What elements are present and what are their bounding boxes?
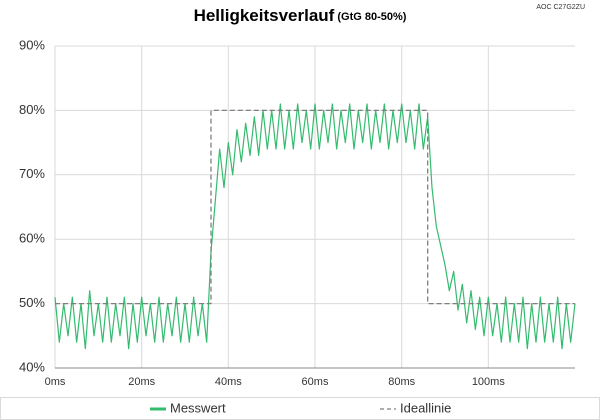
x-tick-label: 60ms [302,376,329,388]
chart-subtitle: (GtG 80-50%) [337,11,406,23]
x-tick-label: 0ms [45,376,66,388]
series-line [55,109,575,305]
y-tick-label: 90% [19,37,45,52]
x-tick-label: 100ms [472,376,506,388]
legend-box [0,397,600,420]
chart-title-group: Helligkeitsverlauf (GtG 80-50%) [194,6,407,25]
legend-label: Ideallinie [400,400,451,415]
x-tick-label: 40ms [215,376,242,388]
chart-title: Helligkeitsverlauf [194,6,335,25]
y-tick-label: 60% [19,231,45,246]
x-tick-label: 20ms [128,376,155,388]
y-tick-label: 50% [19,295,45,310]
x-tick-label: 80ms [388,376,415,388]
series-line [54,103,576,350]
legend-label: Messwert [170,400,226,415]
y-tick-label: 70% [19,166,45,181]
annotation: AOC C27G2ZU [536,4,585,11]
y-tick-label: 40% [19,359,45,374]
y-tick-label: 80% [19,102,45,117]
